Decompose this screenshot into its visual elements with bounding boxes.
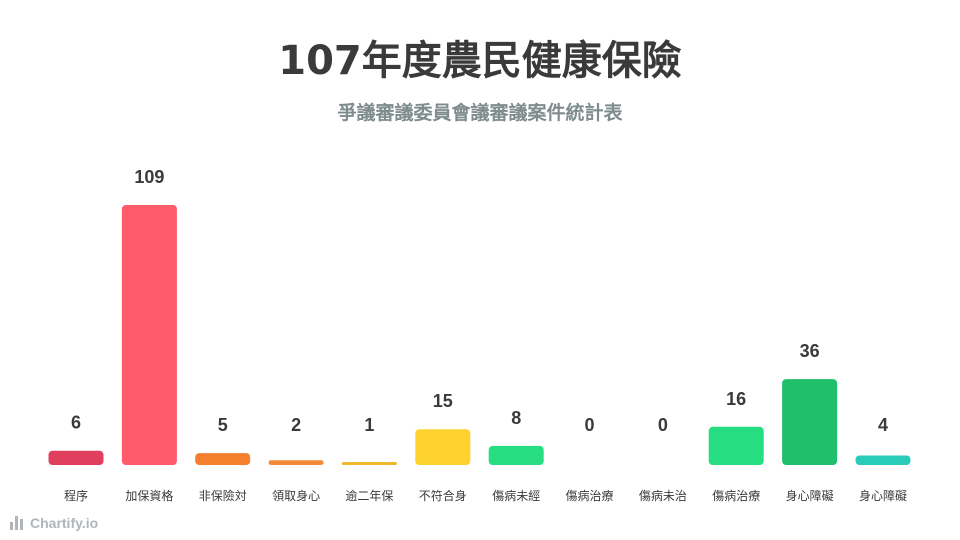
bar-10 [782, 379, 838, 465]
value-label-1: 109 [134, 167, 164, 187]
category-label-8: 傷病未治 [639, 488, 687, 503]
value-label-7: 0 [584, 415, 594, 435]
bar-4 [341, 462, 397, 465]
value-label-6: 8 [511, 408, 521, 428]
value-label-5: 15 [433, 391, 453, 411]
bar-11 [855, 455, 911, 465]
brand-name: Chartify.io [30, 515, 99, 531]
bar-1 [121, 205, 177, 465]
bar-chart-icon [10, 516, 24, 530]
value-label-9: 16 [726, 389, 746, 409]
bar-3 [268, 460, 324, 465]
category-label-0: 程序 [64, 488, 88, 503]
value-label-11: 4 [878, 415, 888, 435]
category-label-7: 傷病治療 [565, 488, 613, 503]
value-label-4: 1 [364, 415, 374, 435]
category-label-2: 非保險対 [199, 488, 247, 503]
category-label-4: 逾二年保 [345, 488, 393, 503]
value-label-2: 5 [218, 415, 228, 435]
bar-6 [488, 445, 544, 465]
value-label-10: 36 [800, 341, 820, 361]
category-label-9: 傷病治療 [712, 488, 760, 503]
category-label-11: 身心障礙 [859, 488, 907, 503]
category-label-6: 傷病未經 [492, 488, 540, 503]
bar-0 [48, 450, 104, 465]
value-label-3: 2 [291, 415, 301, 435]
category-label-3: 領取身心 [272, 488, 320, 503]
chart-subtitle: 爭議審議委員會議審議案件統計表 [337, 102, 623, 124]
bar-9 [708, 426, 764, 465]
category-label-5: 不符合身 [419, 488, 467, 503]
brand-watermark: Chartify.io [10, 515, 98, 531]
category-label-10: 身心障礙 [786, 488, 834, 503]
bar-2 [195, 453, 251, 465]
value-label-0: 6 [71, 413, 81, 433]
category-label-1: 加保資格 [125, 488, 173, 503]
bar-5 [415, 429, 471, 465]
chart-title: 107年度農民健康保險 [278, 38, 682, 84]
value-label-8: 0 [658, 415, 668, 435]
